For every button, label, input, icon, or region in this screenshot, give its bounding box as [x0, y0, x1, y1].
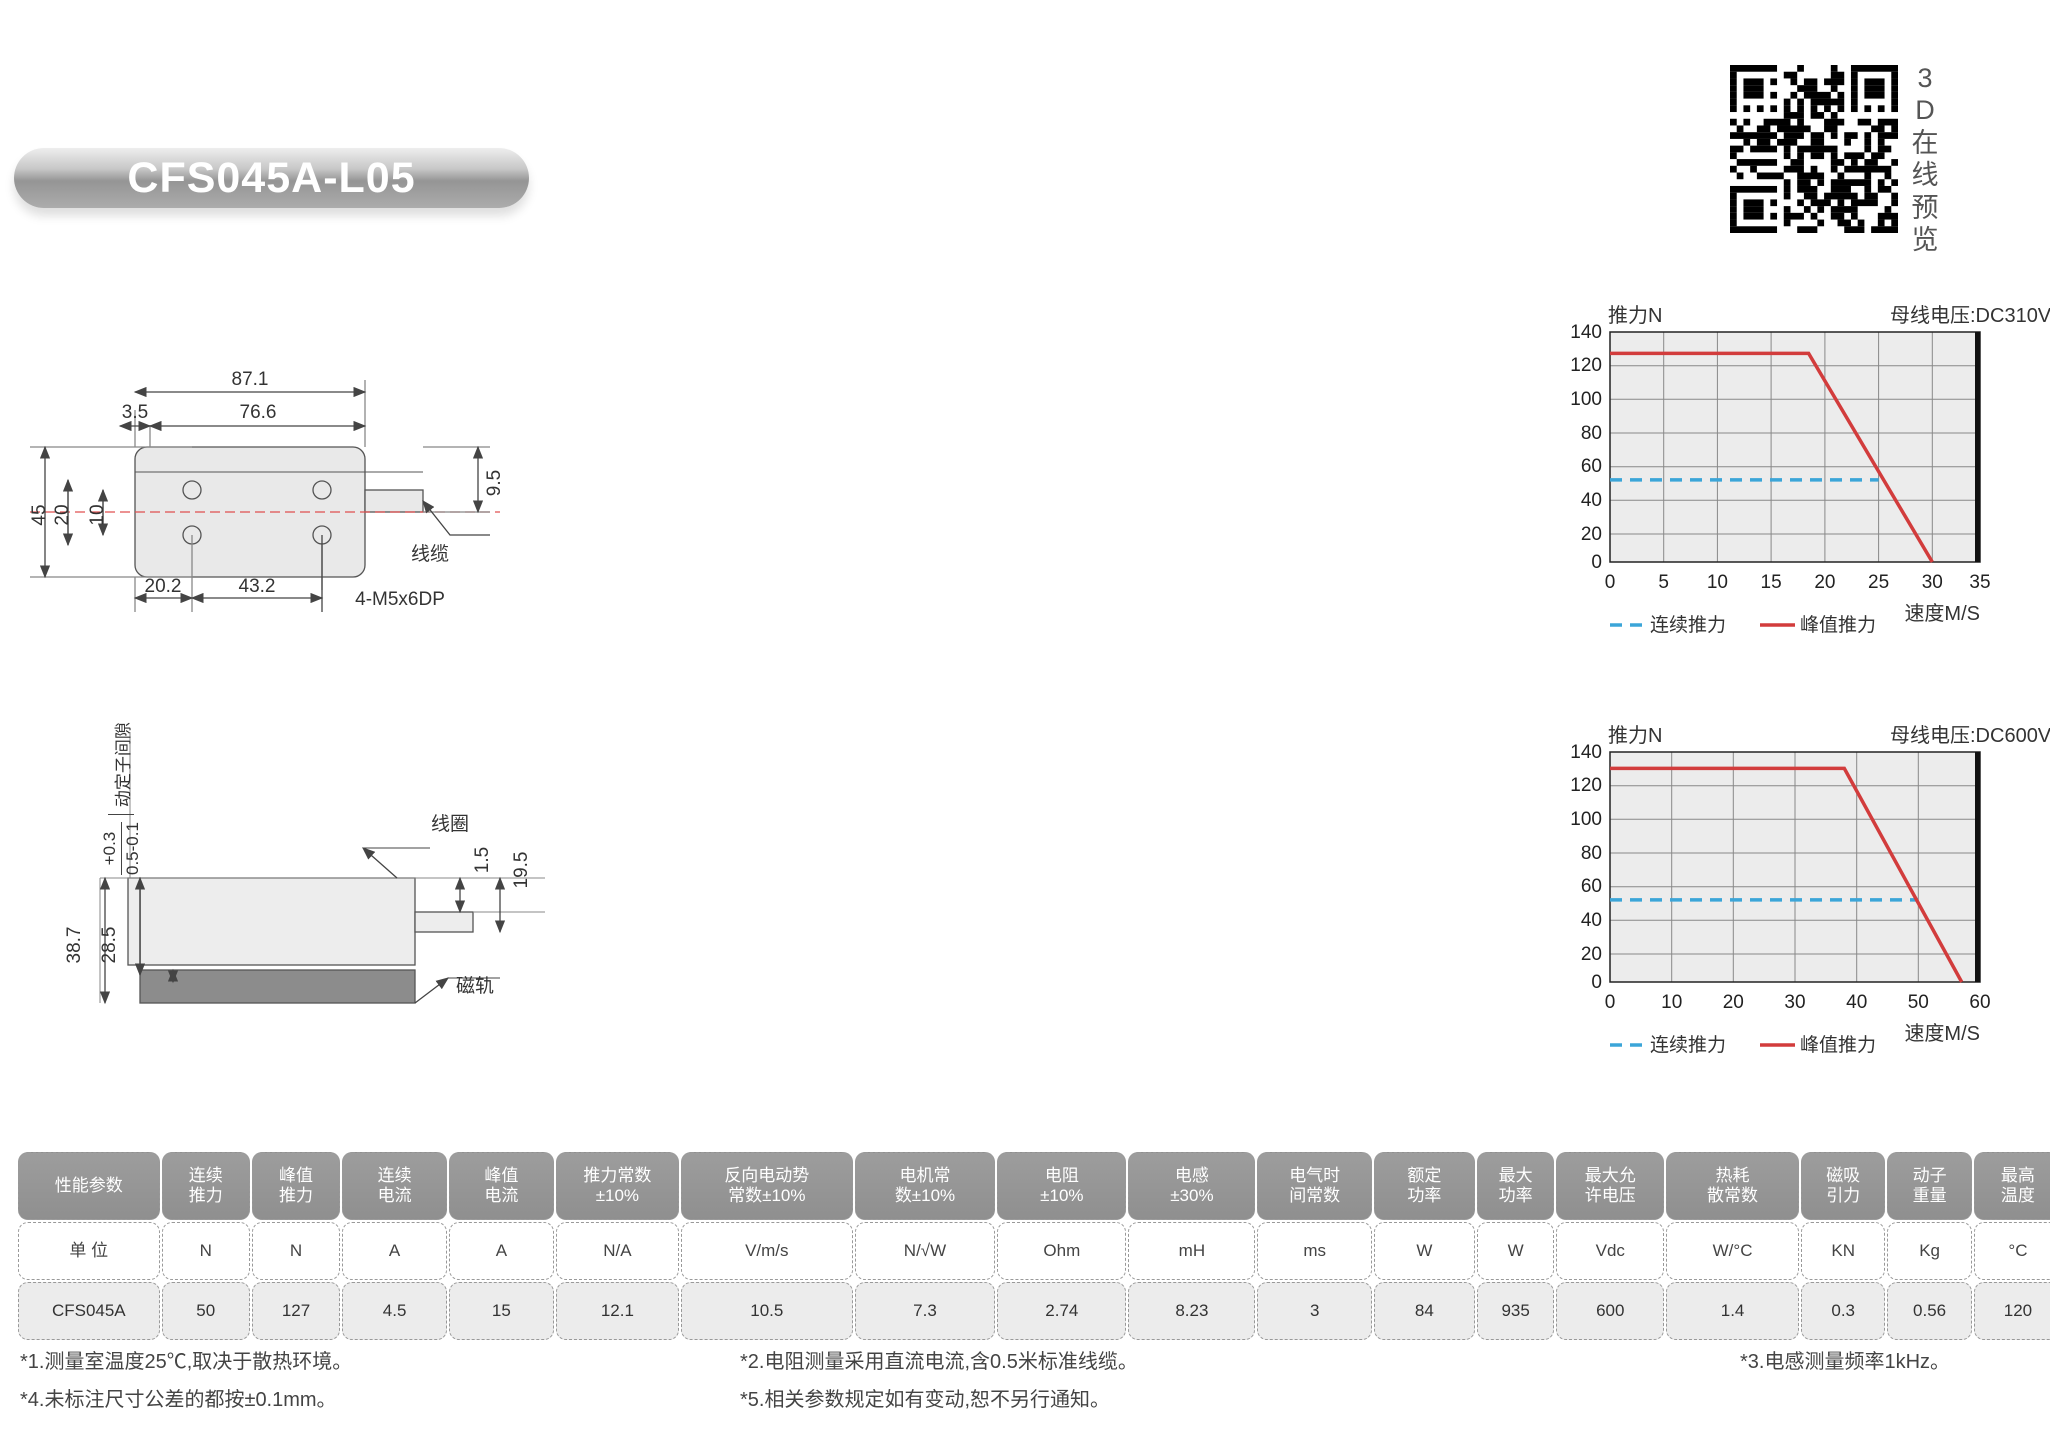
svg-text:20: 20	[1723, 992, 1744, 1013]
svg-text:87.1: 87.1	[232, 369, 269, 390]
svg-text:9.5: 9.5	[484, 470, 505, 496]
svg-text:19.5: 19.5	[511, 852, 532, 889]
svg-text:1.5: 1.5	[472, 847, 493, 873]
svg-text:40: 40	[1581, 490, 1602, 511]
svg-text:速度M/S: 速度M/S	[1904, 1022, 1980, 1045]
svg-text:3.5: 3.5	[122, 402, 148, 423]
svg-text:20: 20	[52, 504, 73, 525]
svg-text:120: 120	[1570, 355, 1602, 376]
svg-text:35: 35	[1969, 572, 1990, 593]
svg-text:连续推力: 连续推力	[1650, 614, 1726, 636]
svg-text:5: 5	[1658, 572, 1669, 593]
svg-text:10: 10	[1661, 992, 1682, 1013]
svg-text:线圈: 线圈	[431, 813, 469, 835]
svg-text:15: 15	[1761, 572, 1782, 593]
svg-text:76.6: 76.6	[240, 402, 277, 423]
svg-text:45: 45	[29, 504, 50, 525]
svg-text:母线电压:DC310V: 母线电压:DC310V	[1890, 304, 2050, 327]
svg-text:30: 30	[1922, 572, 1943, 593]
svg-text:0: 0	[1605, 572, 1616, 593]
svg-text:80: 80	[1581, 423, 1602, 444]
svg-text:磁轨: 磁轨	[456, 975, 494, 997]
svg-text:20: 20	[1581, 944, 1602, 965]
svg-text:20: 20	[1581, 524, 1602, 545]
svg-text:40: 40	[1846, 992, 1867, 1013]
svg-text:速度M/S: 速度M/S	[1904, 602, 1980, 625]
svg-text:140: 140	[1570, 322, 1602, 343]
svg-text:母线电压:DC600V: 母线电压:DC600V	[1890, 724, 2050, 747]
svg-text:10: 10	[87, 504, 108, 525]
svg-text:4-M5x6DP: 4-M5x6DP	[355, 589, 445, 610]
svg-text:30: 30	[1784, 992, 1805, 1013]
svg-text:0: 0	[1591, 552, 1602, 573]
svg-text:140: 140	[1570, 742, 1602, 763]
svg-text:25: 25	[1868, 572, 1889, 593]
svg-text:线缆: 线缆	[411, 543, 449, 565]
svg-text:连续推力: 连续推力	[1650, 1034, 1726, 1056]
svg-text:50: 50	[1908, 992, 1929, 1013]
svg-text:60: 60	[1581, 876, 1602, 897]
svg-text:80: 80	[1581, 843, 1602, 864]
svg-text:推力N: 推力N	[1608, 304, 1662, 327]
svg-text:0: 0	[1591, 972, 1602, 993]
svg-text:100: 100	[1570, 809, 1602, 830]
svg-text:120: 120	[1570, 775, 1602, 796]
svg-text:峰值推力: 峰值推力	[1800, 614, 1876, 636]
svg-text:60: 60	[1581, 456, 1602, 477]
svg-text:28.5: 28.5	[99, 927, 120, 964]
svg-text:20.2: 20.2	[145, 576, 182, 597]
svg-text:100: 100	[1570, 389, 1602, 410]
svg-text:推力N: 推力N	[1608, 724, 1662, 747]
svg-text:20: 20	[1814, 572, 1835, 593]
svg-text:峰值推力: 峰值推力	[1800, 1034, 1876, 1056]
svg-text:10: 10	[1707, 572, 1728, 593]
svg-text:60: 60	[1969, 992, 1990, 1013]
svg-text:40: 40	[1581, 910, 1602, 931]
svg-text:43.2: 43.2	[239, 576, 276, 597]
svg-text:0: 0	[1605, 992, 1616, 1013]
svg-text:38.7: 38.7	[64, 927, 85, 964]
